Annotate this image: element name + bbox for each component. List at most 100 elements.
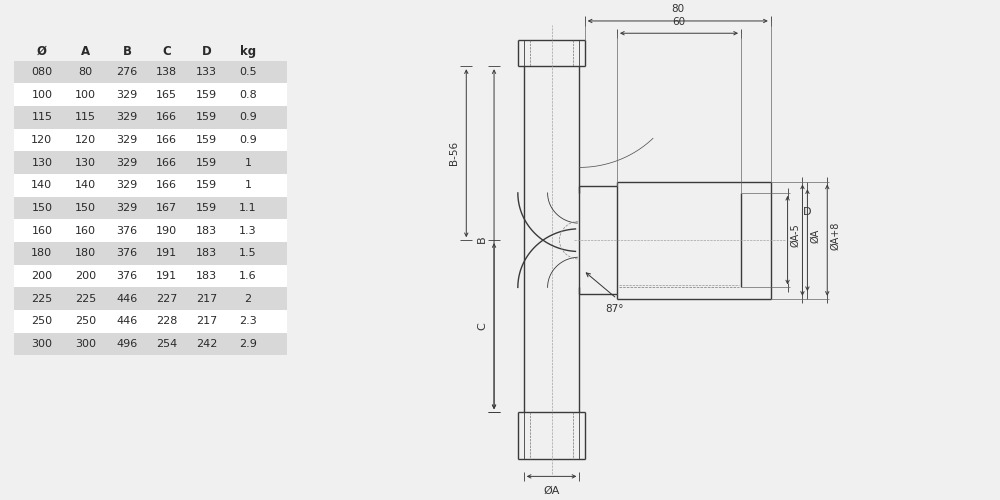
Text: 376: 376 [117,248,138,258]
Text: 242: 242 [196,339,217,349]
Text: 0.9: 0.9 [239,135,257,145]
Text: 2.3: 2.3 [239,316,257,326]
Text: 166: 166 [156,180,177,190]
Text: 329: 329 [117,90,138,100]
Bar [14,333,287,355]
Bar [14,242,287,264]
Text: 376: 376 [117,271,138,281]
Text: 1.6: 1.6 [239,271,257,281]
Text: 1.3: 1.3 [239,226,257,235]
Bar [14,106,287,128]
Text: 130: 130 [75,158,96,168]
Text: 217: 217 [196,316,217,326]
Text: 120: 120 [31,135,52,145]
Bar [14,196,287,220]
Text: 329: 329 [117,158,138,168]
Text: 183: 183 [196,248,217,258]
Text: 115: 115 [31,112,52,122]
Text: 120: 120 [75,135,96,145]
Text: 166: 166 [156,112,177,122]
Text: B-56: B-56 [449,141,459,166]
Text: 150: 150 [31,203,52,213]
Text: 227: 227 [156,294,177,304]
Text: 225: 225 [31,294,52,304]
Text: 140: 140 [31,180,52,190]
Text: 300: 300 [75,339,96,349]
Text: 2: 2 [245,294,252,304]
Text: 166: 166 [156,158,177,168]
Text: 217: 217 [196,294,217,304]
Text: C: C [162,44,171,58]
Bar [14,310,287,333]
Text: ØA+8: ØA+8 [830,222,840,250]
Text: kg: kg [240,44,256,58]
Text: 1: 1 [245,158,252,168]
Text: 191: 191 [156,248,177,258]
Text: 159: 159 [196,135,217,145]
Text: 183: 183 [196,226,217,235]
Bar [14,220,287,242]
Text: 180: 180 [75,248,96,258]
Text: 191: 191 [156,271,177,281]
Text: 159: 159 [196,90,217,100]
Text: B: B [477,236,487,243]
Text: 159: 159 [196,158,217,168]
Text: A: A [81,44,90,58]
Text: 130: 130 [31,158,52,168]
Text: 160: 160 [75,226,96,235]
Text: 100: 100 [75,90,96,100]
Text: ØA: ØA [543,486,560,496]
Text: 0.9: 0.9 [239,112,257,122]
Text: 150: 150 [75,203,96,213]
Text: 250: 250 [75,316,96,326]
Text: D: D [202,44,211,58]
Bar [14,84,287,106]
Text: 276: 276 [117,67,138,77]
Text: 200: 200 [31,271,52,281]
Text: 1.1: 1.1 [239,203,257,213]
Text: D: D [803,207,812,217]
Bar [14,60,287,84]
Text: 160: 160 [31,226,52,235]
Bar [14,264,287,287]
Text: 167: 167 [156,203,177,213]
Text: 329: 329 [117,135,138,145]
Text: 0.5: 0.5 [239,67,257,77]
Text: 1: 1 [245,180,252,190]
Text: 228: 228 [156,316,177,326]
Text: 446: 446 [117,316,138,326]
Text: 329: 329 [117,112,138,122]
Text: 200: 200 [75,271,96,281]
Bar [14,152,287,174]
Text: 225: 225 [75,294,96,304]
Text: 376: 376 [117,226,138,235]
Text: 133: 133 [196,67,217,77]
Text: Ø: Ø [37,44,47,58]
Text: 166: 166 [156,135,177,145]
Text: 1.5: 1.5 [239,248,257,258]
Text: 190: 190 [156,226,177,235]
Text: 0.8: 0.8 [239,90,257,100]
Text: 159: 159 [196,112,217,122]
Text: 60: 60 [672,16,686,26]
Text: 87°: 87° [605,304,623,314]
Text: 254: 254 [156,339,177,349]
Text: 138: 138 [156,67,177,77]
Text: 140: 140 [75,180,96,190]
Text: 80: 80 [671,4,684,15]
Text: 329: 329 [117,203,138,213]
Text: 496: 496 [117,339,138,349]
Text: 446: 446 [117,294,138,304]
Text: ØA-5: ØA-5 [791,224,801,248]
Bar [14,174,287,197]
Text: 80: 80 [78,67,93,77]
Text: 080: 080 [31,67,52,77]
Text: 159: 159 [196,180,217,190]
Text: 115: 115 [75,112,96,122]
Text: 159: 159 [196,203,217,213]
Bar [14,128,287,152]
Text: 250: 250 [31,316,52,326]
Text: C: C [477,322,487,330]
Text: 2.9: 2.9 [239,339,257,349]
Text: B: B [123,44,132,58]
